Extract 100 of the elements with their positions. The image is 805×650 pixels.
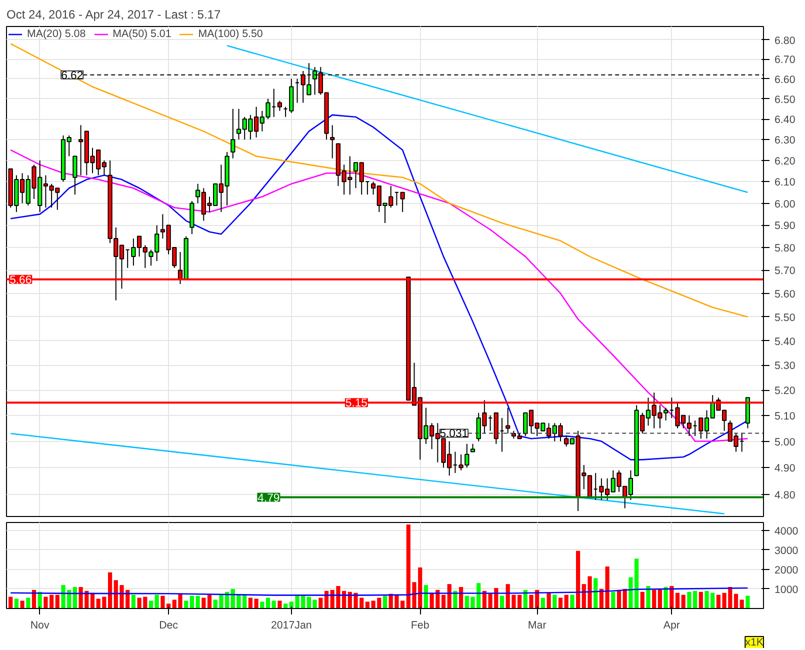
bar [546,592,551,608]
ref-line-label: 5.15 [345,398,368,410]
y-tick-label: 5.80 [774,242,796,255]
y-tick-label: 5.00 [774,436,796,448]
line-series [10,587,748,596]
bar [148,600,154,608]
bar [154,594,159,608]
chart-title: Oct 24, 2016 - Apr 24, 2017 - Last : 5.17 [6,8,221,22]
bar [260,602,264,608]
bar [8,596,13,608]
bar [272,600,276,608]
bar [540,598,545,608]
y-tick-label: 6.30 [774,134,796,147]
bar [50,594,54,608]
bar [658,588,662,608]
bar [675,592,680,608]
y-tick-label: 5.70 [774,265,796,278]
candlestick [72,156,78,196]
bar [447,584,452,608]
y-tick-label: 2000 [774,564,798,576]
bar [698,592,703,608]
candlestick [277,100,282,112]
bar [284,604,288,608]
legend-label: MA(20) 5.08 [27,28,86,40]
y-tick-label: 5.30 [774,360,796,372]
y-tick-label: 6.40 [774,114,796,126]
x-tick-label: 2017Jan [270,620,312,632]
bar [14,598,18,608]
bar [424,585,428,608]
line-series [10,149,748,442]
bar [605,566,610,608]
y-tick-label: 5.10 [774,410,796,422]
y-tick-label: 5.20 [774,385,796,398]
bar [72,587,77,608]
bar [318,598,323,608]
y-tick-label: 6.20 [774,155,796,168]
bar [576,550,580,608]
y-tick-label: 5.60 [774,288,796,300]
bar [652,590,656,608]
bar [266,598,270,608]
y-tick-label: 5.90 [774,220,796,232]
x-tick-label: Mar [528,620,547,632]
x-tick-label: Apr [663,620,680,632]
candlestick [230,108,236,159]
bar [190,596,194,608]
bar [646,586,650,608]
bar [640,592,644,608]
bar [207,594,212,608]
bar [248,598,252,608]
y-tick-label: 6.00 [774,198,796,210]
bar [558,598,563,608]
x-tick-label: Feb [410,620,430,632]
bar [740,600,744,608]
bar [611,592,616,608]
x-tick-label: Nov [30,620,50,632]
y-tick-label: 4.80 [774,490,796,502]
bar [160,596,165,608]
bar [382,596,388,608]
bar [306,596,311,608]
bar [108,572,112,608]
y-tick-label: 6.10 [774,176,796,189]
bar [716,594,720,608]
x-tick-label: Dec [159,620,179,632]
bar [670,586,674,608]
y-tick-label: 5.40 [774,336,796,348]
bar [278,600,282,608]
bar [365,602,370,608]
bar [20,600,24,608]
candlestick [330,124,335,159]
legend-label: MA(100) 5.50 [198,28,263,40]
bar [518,594,522,608]
bar [184,600,188,608]
bar [254,598,258,608]
y-tick-label: 6.50 [774,94,796,106]
line-series [10,43,748,318]
y-tick-label: 6.70 [774,54,796,66]
y-tick-label: 6.80 [774,34,796,47]
y-tick-label: 1000 [774,584,798,596]
bar [312,600,317,608]
bar [131,594,136,608]
ref-line-label: 5.66 [10,274,32,286]
y-tick-label: 4.90 [774,462,796,475]
bar [44,596,48,608]
bar [196,596,200,608]
ref-line-label: 4.79 [258,492,280,504]
bar [500,596,504,608]
bar [734,594,738,608]
y-tick-label: 4000 [774,525,798,538]
y-tick-label: 3000 [774,544,798,557]
legend-label: MA(50) 5.01 [112,28,172,40]
bar [55,594,60,608]
candlestick [506,407,510,434]
bar [202,598,206,608]
bar [746,596,750,608]
bar [681,594,686,608]
bar [26,598,30,608]
bar [664,587,668,608]
bar [552,594,557,608]
bar [441,594,446,608]
y-tick-label: 5.50 [774,312,796,324]
